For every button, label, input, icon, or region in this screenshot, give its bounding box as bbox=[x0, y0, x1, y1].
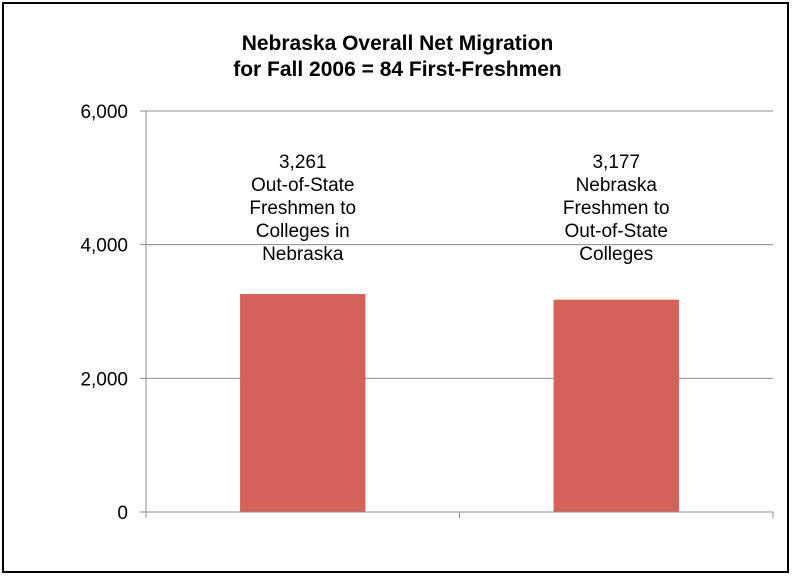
axes: 0 2,000 4,000 6,000 bbox=[80, 102, 774, 524]
chart-title-line-1: Nebraska Overall Net Migration bbox=[241, 32, 554, 55]
chart-title: Nebraska Overall Net Migration for Fall … bbox=[0, 31, 795, 83]
bar-data-label: Nebraska bbox=[576, 175, 658, 196]
bar-data-label: 3,261 bbox=[279, 152, 327, 173]
y-tick-label: 4,000 bbox=[80, 236, 128, 257]
chart-title-line-2: for Fall 2006 = 84 First-Freshmen bbox=[233, 58, 562, 81]
bar-data-label: Out-of-State bbox=[251, 175, 355, 196]
bar-data-label: Nebraska bbox=[262, 244, 344, 265]
y-tick-label: 6,000 bbox=[80, 102, 128, 123]
bar-data-label: Colleges in bbox=[256, 221, 350, 242]
bar-data-label: Freshmen to bbox=[563, 198, 670, 219]
bar-data-label: Out-of-State bbox=[565, 221, 669, 242]
bar-data-label: Colleges bbox=[579, 244, 653, 265]
bar bbox=[240, 294, 366, 512]
bar-data-label: Freshmen to bbox=[249, 198, 356, 219]
bar-data-label: 3,177 bbox=[592, 152, 640, 173]
bars bbox=[240, 294, 679, 512]
y-tick-label: 0 bbox=[117, 503, 128, 524]
bar bbox=[553, 299, 679, 512]
y-tick-label: 2,000 bbox=[80, 369, 128, 390]
